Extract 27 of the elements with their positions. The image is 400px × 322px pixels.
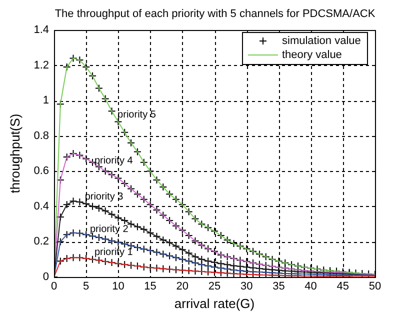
- y-tick-label: 0.4: [34, 200, 49, 212]
- x-tick-label: 40: [304, 280, 317, 293]
- y-tick-label: 1.2: [34, 59, 49, 72]
- y-tick-label: 0.6: [34, 165, 49, 178]
- x-tick-label: 10: [112, 280, 124, 293]
- x-tick-label: 50: [368, 280, 382, 293]
- annotation: priority 2: [90, 224, 129, 236]
- x-axis-title: arrival rate(G): [174, 296, 255, 311]
- x-tick-label: 0: [50, 280, 58, 293]
- y-tick-label: 0.2: [34, 236, 49, 248]
- y-tick-label: 0.8: [34, 130, 49, 142]
- y-tick-label: 1.4: [34, 24, 49, 36]
- y-tick-label: 1: [42, 94, 49, 107]
- annotation: priority 1: [94, 247, 134, 258]
- y-axis-title: throughput(S): [7, 114, 22, 194]
- x-tick-label: 35: [272, 280, 285, 293]
- chart-title: The throughput of each priority with 5 channels for PDCSMA/ACK: [54, 8, 376, 20]
- annotation: priority 4: [94, 155, 134, 166]
- legend-label: theory value: [282, 49, 342, 62]
- x-tick-label: 15: [144, 280, 156, 293]
- legend-label: simulation value: [282, 35, 361, 48]
- x-tick-label: 5: [83, 280, 90, 293]
- x-tick-label: 45: [336, 280, 350, 293]
- x-tick-label: 25: [208, 280, 221, 293]
- y-tick-label: 0: [42, 271, 49, 284]
- x-tick-label: 30: [240, 280, 253, 293]
- x-tick-label: 20: [176, 280, 189, 293]
